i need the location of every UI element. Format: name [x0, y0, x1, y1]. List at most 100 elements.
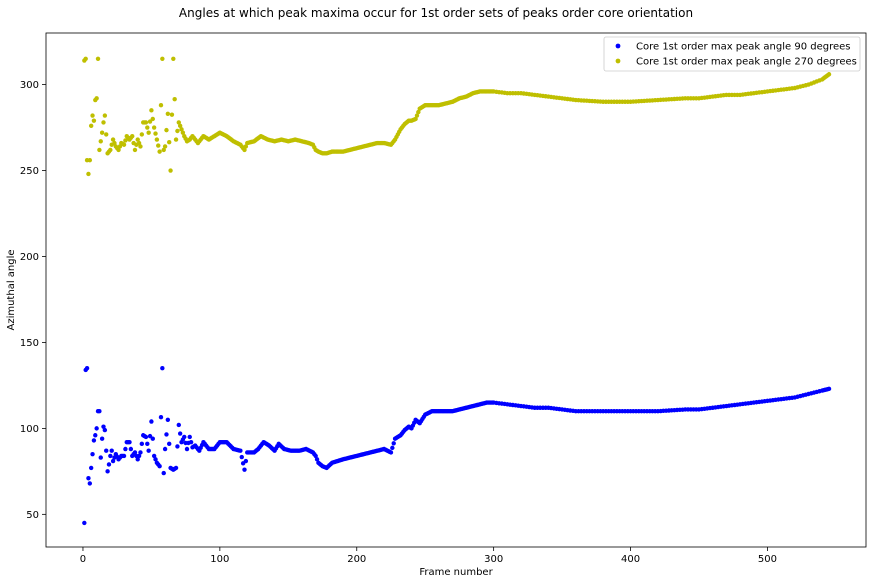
data-point	[151, 125, 157, 130]
data-point	[86, 476, 91, 481]
legend-box	[603, 36, 861, 72]
data-point	[413, 116, 418, 122]
data-point	[132, 450, 138, 455]
data-point	[157, 149, 162, 154]
data-point	[176, 120, 181, 125]
data-point	[161, 147, 166, 153]
data-point	[136, 140, 142, 146]
data-point	[123, 446, 128, 452]
data-point	[147, 119, 153, 124]
data-point	[156, 143, 161, 148]
data-point	[826, 386, 832, 392]
data-point	[243, 458, 249, 464]
data-point	[179, 127, 184, 132]
data-point	[90, 113, 95, 118]
data-point	[153, 457, 158, 462]
data-point	[102, 113, 108, 118]
data-point	[128, 446, 134, 452]
data-point	[101, 424, 106, 429]
data-point	[147, 433, 153, 439]
x-tick-label: 500	[758, 554, 777, 565]
data-point	[161, 470, 166, 476]
plot-area-frame	[45, 32, 867, 548]
y-tick-label: 100	[20, 424, 39, 435]
data-point	[826, 72, 832, 77]
data-point	[162, 446, 168, 452]
data-point	[184, 446, 190, 452]
legend: Core 1st order max peak angle 90 degrees…	[603, 36, 861, 72]
data-point	[188, 439, 194, 445]
data-point	[117, 144, 123, 149]
data-point	[109, 448, 114, 453]
data-point	[162, 144, 168, 149]
y-axis-label: Azimuthal angle	[6, 249, 17, 330]
data-point	[104, 132, 109, 137]
data-point	[145, 125, 150, 130]
data-point	[150, 116, 155, 122]
data-point	[116, 147, 121, 153]
data-point	[182, 434, 187, 440]
data-point	[171, 56, 176, 61]
data-point	[145, 441, 150, 447]
data-point	[164, 127, 169, 133]
data-point	[314, 457, 320, 462]
data-point	[91, 438, 97, 443]
data-point	[139, 132, 145, 137]
data-point	[102, 427, 108, 433]
data-point	[175, 444, 180, 449]
data-point	[90, 451, 95, 457]
data-point	[167, 441, 172, 447]
data-point	[101, 120, 106, 125]
x-tick-label: 0	[80, 554, 86, 565]
data-point	[110, 458, 116, 464]
data-point	[149, 108, 154, 113]
data-point	[94, 426, 99, 431]
data-point	[87, 158, 93, 163]
data-point	[158, 415, 164, 420]
y-tick-label: 250	[20, 166, 39, 177]
series-2	[82, 56, 832, 177]
data-point	[239, 454, 244, 460]
chart-title: Angles at which peak maxima occur for 1s…	[179, 6, 693, 20]
y-tick-label: 150	[20, 338, 39, 349]
data-point	[82, 520, 87, 526]
data-point	[93, 433, 98, 438]
y-tick-label: 200	[20, 252, 39, 263]
data-point	[242, 467, 247, 472]
data-point	[130, 133, 135, 139]
data-point	[242, 147, 247, 153]
data-point	[135, 137, 140, 142]
data-point	[149, 419, 154, 424]
data-point	[99, 436, 105, 441]
y-tick-label: 50	[26, 510, 39, 521]
data-point	[158, 103, 164, 108]
data-point	[121, 142, 127, 147]
data-point	[135, 457, 140, 462]
data-point	[88, 465, 94, 471]
data-point	[97, 408, 102, 414]
data-point	[146, 448, 151, 453]
x-tick-label: 100	[210, 554, 229, 565]
data-point	[167, 139, 172, 145]
data-point	[143, 120, 149, 125]
x-tick-label: 400	[621, 554, 640, 565]
data-point	[88, 123, 94, 129]
series-1	[82, 366, 832, 526]
data-point	[416, 109, 421, 115]
data-point	[165, 111, 171, 117]
x-axis: 0 100 200 300 400 500	[80, 547, 777, 565]
data-point	[104, 448, 109, 453]
data-point	[99, 130, 105, 135]
data-point	[414, 113, 420, 118]
data-point	[176, 422, 181, 428]
data-point	[123, 138, 128, 143]
data-point	[173, 465, 179, 471]
data-point	[169, 112, 175, 117]
data-point	[157, 464, 162, 469]
data-point	[391, 441, 396, 446]
data-point	[86, 171, 91, 177]
data-point	[139, 441, 145, 447]
data-point	[313, 453, 318, 459]
data-point	[143, 434, 149, 440]
legend-marker	[615, 43, 621, 49]
